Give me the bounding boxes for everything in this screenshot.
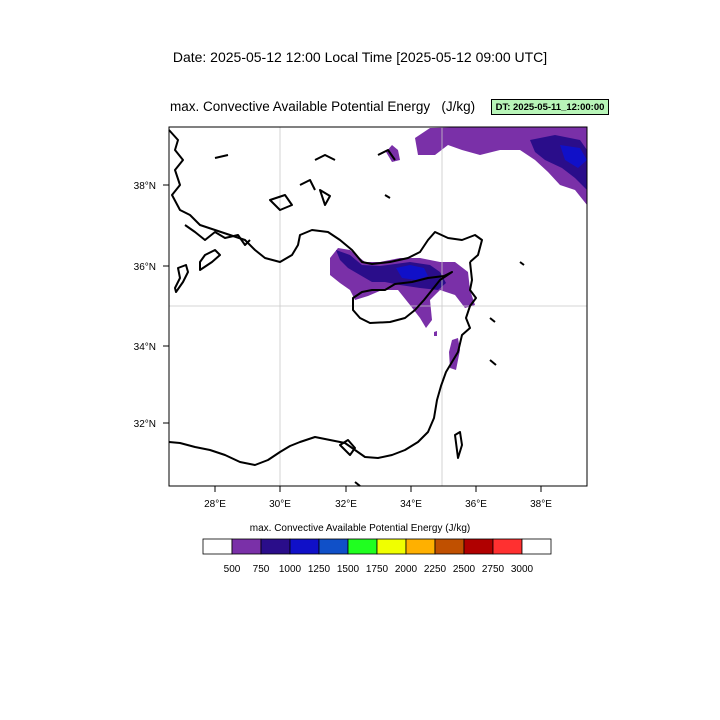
colorbar: 500 750 1000 1250 1500 1750 2000 2250 2500 2750 30… [202, 538, 552, 575]
coastline-north-africa [168, 436, 356, 466]
colorbar-swatch [434, 538, 465, 555]
coastline-levant [354, 261, 477, 459]
colorbar-swatch [405, 538, 436, 555]
cape-region-northeast-inner [560, 145, 587, 168]
colorbar-label: 3000 [511, 564, 534, 575]
colorbar-swatch [318, 538, 349, 555]
island-nile-delta [339, 439, 356, 456]
island-aegean-3 [299, 179, 316, 191]
island-aegean-4 [319, 189, 331, 206]
map-frame [168, 126, 588, 487]
colorbar-label: 750 [253, 564, 270, 575]
colorbar-swatch [260, 538, 291, 555]
colorbar-title: max. Convective Available Potential Ener… [249, 523, 471, 534]
colorbar-swatch [289, 538, 320, 555]
island-aegean-6 [377, 149, 396, 161]
coastline-cyprus [352, 271, 453, 324]
plot-title: max. Convective Available Potential Ener… [170, 99, 476, 114]
island-aegean-7 [384, 194, 391, 199]
lon-tick-label: 32°E [335, 499, 357, 510]
colorbar-swatch [376, 538, 407, 555]
lon-tick-label: 36°E [465, 499, 487, 510]
colorbar-label: 2250 [424, 564, 447, 575]
coastline-anatolia [168, 129, 483, 265]
lat-tick-label: 36°N [134, 262, 156, 273]
island-crete [174, 264, 189, 293]
colorbar-swatch [231, 538, 262, 555]
lat-tick-label: 32°N [134, 419, 156, 430]
cape-field [330, 127, 587, 370]
island-aegean-2 [269, 194, 293, 211]
cape-region-cyprus-inner [396, 265, 428, 280]
lon-axis: 28°E 30°E 32°E 34°E 36°E 38°E [204, 486, 552, 510]
colorbar-label: 2500 [453, 564, 476, 575]
lon-tick-label: 30°E [269, 499, 291, 510]
island-aegean-1 [214, 154, 229, 159]
colorbar-swatch [492, 538, 523, 555]
island-small-levant-2 [489, 359, 497, 366]
colorbar-label: 1000 [279, 564, 302, 575]
cape-region-aegean-patch [386, 145, 400, 162]
colorbar-swatch [463, 538, 494, 555]
island-small-levant [489, 317, 496, 323]
colorbar-label: 500 [224, 564, 241, 575]
cape-region-levant-dot [434, 331, 437, 336]
island-egypt-lake [354, 481, 361, 487]
lon-tick-label: 34°E [400, 499, 422, 510]
lon-tick-label: 38°E [530, 499, 552, 510]
grid-lines [169, 127, 587, 486]
island-dodecanese [184, 224, 251, 246]
island-small-east [519, 261, 525, 266]
date-line: Date: 2025-05-12 12:00 Local Time [2025-… [172, 49, 548, 65]
colorbar-label: 1250 [308, 564, 331, 575]
lat-tick-label: 38°N [134, 181, 156, 192]
coastlines [168, 129, 525, 487]
lon-tick-label: 28°E [204, 499, 226, 510]
colorbar-label: 2750 [482, 564, 505, 575]
colorbar-swatch [347, 538, 378, 555]
island-rhodes [199, 249, 221, 271]
colorbar-swatch [202, 538, 233, 555]
dt-badge: DT: 2025-05-11_12:00:00 [491, 99, 609, 115]
island-sinai-fragment [454, 431, 463, 459]
colorbar-label: 2000 [395, 564, 418, 575]
lat-tick-label: 34°N [134, 342, 156, 353]
island-aegean-5 [314, 154, 336, 161]
colorbar-swatch [521, 538, 552, 555]
colorbar-label: 1750 [366, 564, 389, 575]
lat-axis: 38°N 36°N 34°N 32°N [134, 181, 169, 430]
colorbar-label: 1500 [337, 564, 360, 575]
